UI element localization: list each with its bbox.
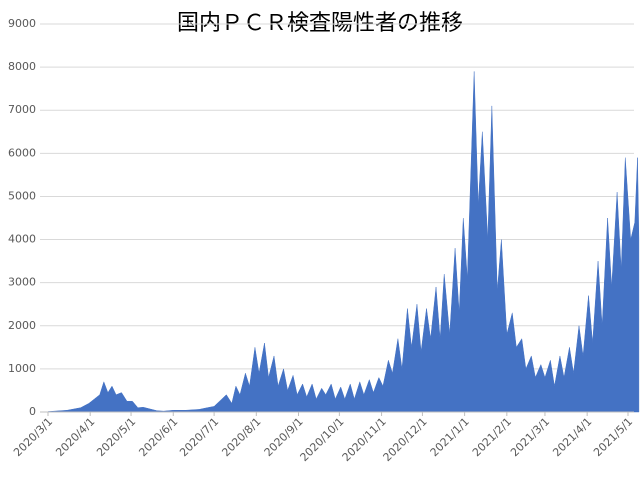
- y-tick-label: 8000: [8, 60, 36, 73]
- x-tick-label: 2020/5/1: [94, 415, 138, 459]
- x-tick-label: 2020/3/1: [11, 415, 55, 459]
- x-tick-label: 2021/5/1: [591, 415, 635, 459]
- area: [47, 71, 640, 413]
- x-tick-label: 2020/8/1: [219, 415, 263, 459]
- y-tick-label: 3000: [8, 276, 36, 289]
- y-tick-label: 2000: [8, 319, 36, 332]
- x-tick-label: 2021/3/1: [508, 415, 552, 459]
- y-tick-label: 4000: [8, 233, 36, 246]
- x-tick-label: 2020/6/1: [136, 415, 180, 459]
- x-tick-label: 2020/12/1: [381, 415, 430, 464]
- x-tick-label: 2020/4/1: [53, 415, 97, 459]
- y-tick-label: 5000: [8, 189, 36, 202]
- x-tick-label: 2020/7/1: [177, 415, 221, 459]
- x-tick-label: 2021/4/1: [550, 415, 594, 459]
- y-tick-label: 6000: [8, 146, 36, 159]
- x-tick-label: 2021/2/1: [470, 415, 514, 459]
- y-tick-label: 9000: [8, 17, 36, 30]
- y-tick-label: 0: [29, 405, 36, 418]
- y-tick-label: 7000: [8, 103, 36, 116]
- x-tick-label: 2021/1/1: [428, 415, 472, 459]
- y-tick-label: 1000: [8, 362, 36, 375]
- x-tick-label: 2020/10/1: [298, 415, 347, 464]
